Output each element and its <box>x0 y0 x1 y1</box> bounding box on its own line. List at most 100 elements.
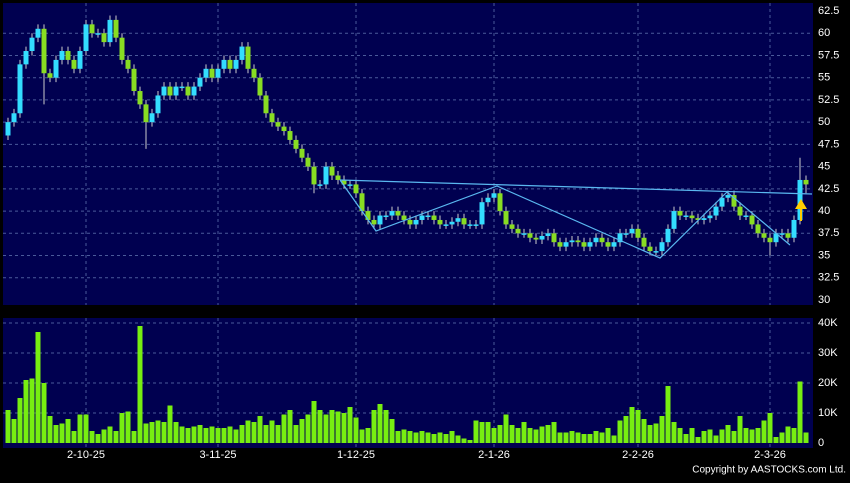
candle-body <box>305 157 311 167</box>
candle-body <box>269 113 275 123</box>
volume-bar <box>167 405 173 443</box>
volume-bar <box>275 425 281 443</box>
candle-body <box>659 242 665 252</box>
volume-bar <box>713 435 719 443</box>
candle-body <box>125 59 131 69</box>
candle-body <box>11 113 17 123</box>
candle-body <box>707 215 713 219</box>
volume-bar <box>149 422 155 443</box>
candle-body <box>383 215 389 218</box>
volume-bar <box>737 416 743 443</box>
volume-bar <box>311 401 317 443</box>
y-tick-label: 35 <box>818 249 830 261</box>
volume-bar <box>695 437 701 443</box>
candle-body <box>137 91 143 105</box>
y-tick-label: 60 <box>818 27 830 39</box>
volume-bar <box>395 431 401 443</box>
candle-body <box>581 242 587 247</box>
volume-bar <box>803 432 809 443</box>
y-tick-label: 47.5 <box>818 138 839 150</box>
candle-body <box>653 251 659 253</box>
volume-bar <box>605 428 611 443</box>
copyright: Copyright by AASTOCKS.com Ltd. <box>692 465 846 476</box>
candle-body <box>557 242 563 247</box>
volume-bar <box>671 422 677 443</box>
volume-tick-label: 10K <box>818 407 838 419</box>
candle-body <box>593 237 599 243</box>
candle-body <box>101 33 107 43</box>
volume-bar <box>797 381 803 443</box>
breakout-arrow <box>795 199 807 221</box>
volume-bar <box>785 426 791 443</box>
candle-body <box>29 37 35 52</box>
y-tick-label: 52.5 <box>818 94 839 106</box>
candle-body <box>443 224 449 226</box>
candle-body <box>179 86 185 89</box>
candle-body <box>47 73 53 78</box>
candle-body <box>515 228 521 234</box>
volume-bar <box>425 432 431 443</box>
volume-bar <box>779 432 785 443</box>
candle-body <box>335 175 341 180</box>
candle-body <box>527 233 533 238</box>
volume-bar <box>587 434 593 443</box>
volume-bar <box>251 422 257 443</box>
candle-body <box>737 206 743 216</box>
candle-body <box>743 215 749 218</box>
volume-bar <box>719 429 725 443</box>
candle-body <box>503 211 509 225</box>
volume-bar <box>563 432 569 443</box>
candle-body <box>191 86 197 96</box>
y-tick-label: 57.5 <box>818 49 839 61</box>
volume-bar <box>371 410 377 443</box>
candle-body <box>395 211 401 216</box>
volume-bar <box>137 326 143 443</box>
volume-bar <box>221 428 227 443</box>
volume-bar <box>401 429 407 443</box>
volume-bar <box>515 428 521 443</box>
candle-body <box>275 122 281 127</box>
y-tick-label: 32.5 <box>818 272 839 284</box>
candle-body <box>689 215 695 219</box>
candle-body <box>257 77 263 96</box>
x-tick-label: 2-1-26 <box>478 449 510 461</box>
candle-body <box>209 68 215 78</box>
volume-bar <box>413 432 419 443</box>
volume-bar <box>227 426 233 443</box>
candle-body <box>341 179 347 185</box>
volume-bar <box>551 422 557 443</box>
volume-bar <box>389 419 395 443</box>
volume-bar <box>71 431 77 443</box>
y-tick-label: 45 <box>818 161 830 173</box>
volume-tick-label: 0 <box>818 437 824 449</box>
volume-bar <box>641 419 647 443</box>
candle-body <box>533 237 539 240</box>
volume-bar <box>47 416 53 443</box>
candle-body <box>71 59 77 69</box>
volume-bar <box>377 404 383 443</box>
candle-body <box>419 215 425 220</box>
candle-body <box>575 240 581 243</box>
volume-bar <box>617 420 623 443</box>
candle-body <box>89 24 95 34</box>
y-tick-label: 40 <box>818 205 830 217</box>
volume-bar <box>245 420 251 443</box>
volume-bar <box>281 414 287 443</box>
volume-bar <box>215 428 221 443</box>
volume-bar <box>497 425 503 443</box>
candle-body <box>755 224 761 234</box>
volume-bar <box>263 425 269 443</box>
candle-body <box>263 95 269 114</box>
y-tick-label: 42.5 <box>818 183 839 195</box>
volume-bar <box>335 411 341 443</box>
candle-body <box>317 184 323 186</box>
volume-bar <box>635 410 641 443</box>
candle-body <box>599 237 605 243</box>
volume-bar <box>341 413 347 443</box>
volume-bar <box>467 440 473 443</box>
volume-bar <box>569 431 575 443</box>
candle-body <box>605 242 611 247</box>
volume-bar <box>353 417 359 443</box>
volume-bar <box>473 420 479 443</box>
candle-body <box>371 219 377 225</box>
